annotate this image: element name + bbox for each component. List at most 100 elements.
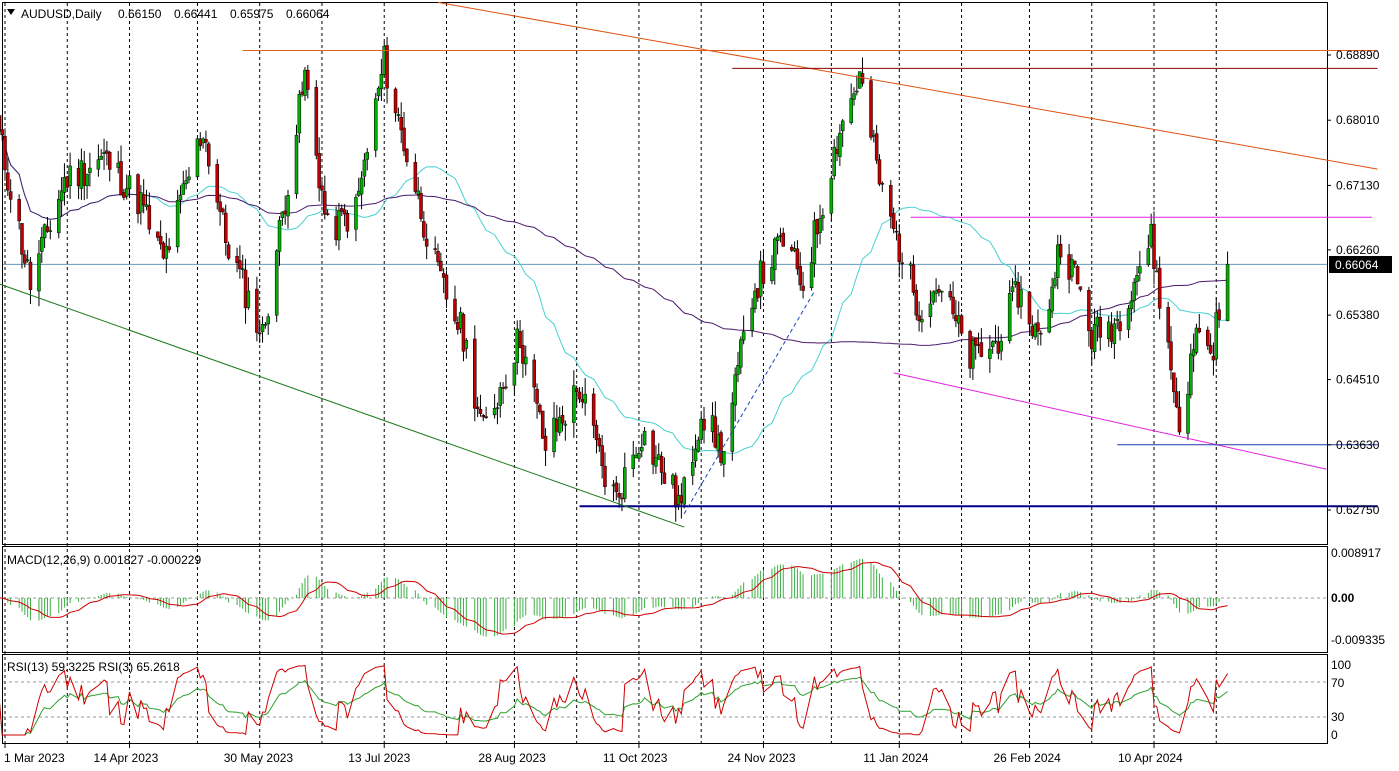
candle-body bbox=[28, 261, 33, 290]
candle-body bbox=[0, 129, 4, 136]
candle bbox=[501, 382, 505, 405]
candle-body bbox=[1135, 275, 1139, 282]
candle-body bbox=[260, 324, 265, 332]
candle-body bbox=[855, 90, 859, 93]
candle bbox=[405, 148, 409, 167]
candle-body bbox=[59, 190, 64, 202]
candle-body bbox=[294, 134, 299, 195]
candle-body bbox=[439, 260, 443, 272]
candle bbox=[1194, 323, 1199, 355]
candle-body bbox=[218, 201, 222, 212]
candle-body bbox=[594, 424, 599, 441]
candle-body bbox=[911, 264, 916, 293]
y-tick-label: 0.66260 bbox=[1336, 243, 1380, 257]
candle bbox=[453, 285, 457, 325]
candle bbox=[28, 257, 33, 305]
candle-body bbox=[436, 250, 440, 263]
candle bbox=[334, 206, 338, 246]
candle-body bbox=[204, 139, 208, 143]
candle-body bbox=[107, 152, 112, 170]
candle-body bbox=[161, 242, 166, 259]
candle-body bbox=[6, 172, 10, 191]
candle bbox=[1211, 342, 1216, 376]
candle-body bbox=[393, 88, 398, 114]
candle-body bbox=[948, 291, 952, 298]
candle-body bbox=[659, 456, 664, 473]
candle-body bbox=[8, 191, 13, 200]
candle-body bbox=[920, 319, 924, 323]
candle bbox=[1078, 286, 1083, 292]
y-tick-label: 0.64510 bbox=[1336, 373, 1380, 387]
candle-body bbox=[891, 213, 896, 230]
candle-body bbox=[286, 195, 290, 217]
slow-ma-line bbox=[0, 130, 1228, 346]
candle-body bbox=[223, 212, 228, 243]
candle bbox=[897, 224, 902, 278]
candle-body bbox=[1058, 243, 1063, 258]
candle bbox=[880, 181, 885, 192]
candle-body bbox=[959, 315, 964, 334]
candle bbox=[798, 252, 802, 291]
candle bbox=[730, 392, 735, 461]
candle bbox=[1135, 265, 1139, 296]
candle-body bbox=[96, 159, 101, 170]
candle bbox=[240, 254, 245, 279]
candle bbox=[105, 141, 109, 166]
candle-body bbox=[792, 248, 797, 252]
candle-body bbox=[795, 248, 800, 270]
candle-body bbox=[973, 337, 978, 346]
collapse-triangle-icon[interactable] bbox=[7, 9, 15, 15]
candle bbox=[1030, 315, 1035, 339]
candle bbox=[399, 102, 403, 144]
candle bbox=[540, 410, 545, 439]
candle bbox=[198, 132, 203, 151]
candle bbox=[671, 473, 675, 489]
x-tick-label: 30 May 2023 bbox=[224, 751, 294, 765]
candle bbox=[792, 241, 797, 253]
candle-body bbox=[1098, 317, 1102, 338]
candle bbox=[1155, 260, 1159, 273]
macd-signal-line bbox=[0, 561, 1228, 635]
candle-body bbox=[778, 235, 783, 237]
candle-body bbox=[1027, 291, 1032, 325]
candle-body bbox=[832, 146, 836, 177]
candle bbox=[1058, 235, 1063, 265]
candle bbox=[908, 261, 913, 280]
rsi-tick-label: 30 bbox=[1331, 710, 1345, 724]
candle-body bbox=[1106, 321, 1111, 339]
candle bbox=[809, 246, 814, 291]
candle-body bbox=[716, 434, 720, 451]
candle-body bbox=[82, 163, 86, 186]
candle-body bbox=[156, 231, 160, 238]
candle-body bbox=[741, 331, 746, 341]
candle bbox=[1189, 343, 1193, 399]
candle bbox=[1050, 277, 1054, 319]
x-tick-label: 24 Nov 2023 bbox=[727, 751, 795, 765]
x-tick-label: 28 Aug 2023 bbox=[478, 751, 546, 765]
candle-body bbox=[283, 210, 287, 215]
candle-body bbox=[1155, 270, 1159, 273]
candle-body bbox=[821, 215, 825, 219]
candle bbox=[144, 189, 149, 211]
candle bbox=[42, 223, 47, 248]
candle bbox=[939, 290, 944, 303]
candle bbox=[57, 189, 61, 239]
candle-body bbox=[235, 255, 239, 263]
x-tick-label: 1 Mar 2023 bbox=[4, 751, 65, 765]
candle-body bbox=[359, 177, 364, 195]
candle-body bbox=[1194, 327, 1199, 353]
candle bbox=[971, 335, 975, 380]
candle bbox=[354, 193, 358, 242]
candle-body bbox=[682, 477, 686, 505]
candle bbox=[812, 211, 817, 278]
candle bbox=[393, 87, 398, 122]
candle-body bbox=[300, 91, 304, 95]
rsi-tick-label: 100 bbox=[1331, 658, 1351, 672]
candle-body bbox=[17, 199, 21, 222]
candle bbox=[829, 175, 834, 222]
candle-body bbox=[102, 152, 106, 154]
candle-body bbox=[337, 210, 341, 241]
candle bbox=[1214, 297, 1219, 364]
candle bbox=[357, 177, 361, 198]
candle bbox=[973, 337, 978, 360]
